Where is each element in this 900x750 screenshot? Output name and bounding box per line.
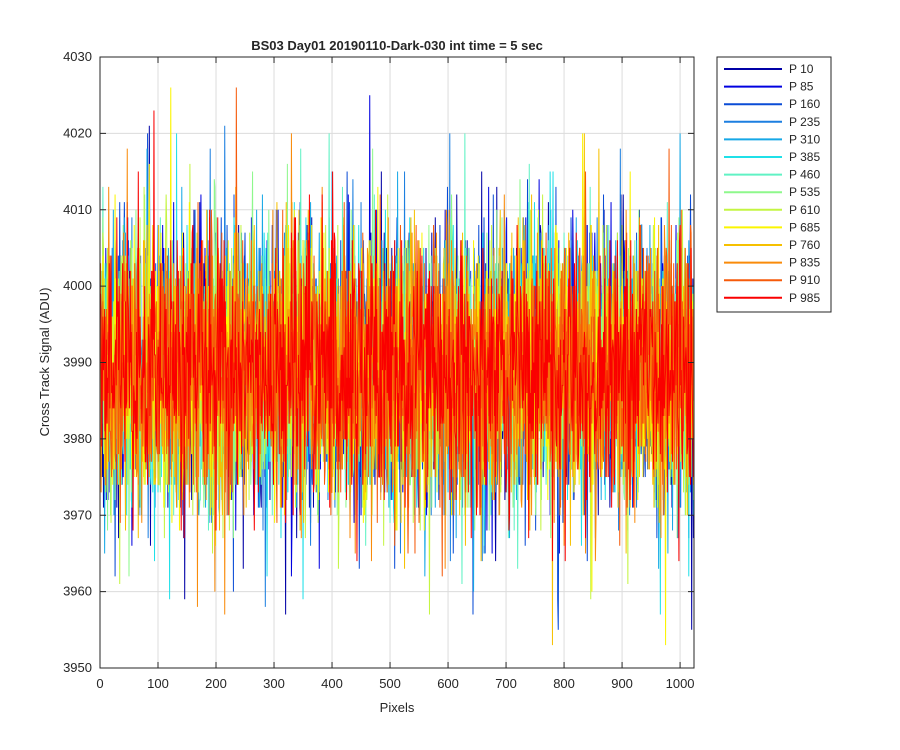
y-tick-label: 4010 bbox=[63, 202, 92, 217]
y-tick-label: 3990 bbox=[63, 355, 92, 370]
series-line-p985 bbox=[99, 110, 694, 562]
axis-ticks: 0 100 200 300 400 500 600 700 800 900 1000 3950 3960… bbox=[63, 49, 694, 691]
legend: P 10 P 85 P 160 P 235 P 310 P 385 P 460 P 535 P … bbox=[716, 56, 832, 313]
x-tick-label: 500 bbox=[379, 676, 401, 691]
y-tick-label: 3950 bbox=[63, 660, 92, 675]
legend-label: P 835 bbox=[789, 256, 820, 270]
series-line-p910 bbox=[99, 87, 694, 577]
legend-label: P 85 bbox=[789, 80, 814, 94]
x-tick-label: 700 bbox=[495, 676, 517, 691]
legend-label: P 535 bbox=[789, 185, 820, 199]
x-tick-label: 900 bbox=[611, 676, 633, 691]
y-tick-label: 4000 bbox=[63, 278, 92, 293]
y-tick-label: 3980 bbox=[63, 431, 92, 446]
x-axis-label: Pixels bbox=[380, 700, 415, 715]
legend-label: P 985 bbox=[789, 291, 820, 305]
legend-label: P 385 bbox=[789, 150, 820, 164]
x-tick-label: 800 bbox=[553, 676, 575, 691]
legend-label: P 310 bbox=[789, 132, 820, 146]
y-tick-label: 4030 bbox=[63, 49, 92, 64]
x-tick-label: 400 bbox=[321, 676, 343, 691]
legend-label: P 610 bbox=[789, 203, 820, 217]
x-tick-label: 0 bbox=[96, 676, 103, 691]
x-tick-label: 200 bbox=[205, 676, 227, 691]
x-tick-label: 600 bbox=[437, 676, 459, 691]
chart-title: BS03 Day01 20190110-Dark-030 int time = … bbox=[251, 38, 543, 53]
legend-label: P 685 bbox=[789, 220, 820, 234]
y-tick-label: 3970 bbox=[63, 507, 92, 522]
y-tick-label: 3960 bbox=[63, 584, 92, 599]
legend-label: P 760 bbox=[789, 238, 820, 252]
legend-label: P 160 bbox=[789, 97, 820, 111]
x-tick-label: 100 bbox=[147, 676, 169, 691]
x-tick-label: 300 bbox=[263, 676, 285, 691]
legend-box bbox=[716, 56, 832, 313]
legend-label: P 235 bbox=[789, 115, 820, 129]
legend-label: P 910 bbox=[789, 273, 820, 287]
legend-label: P 460 bbox=[789, 168, 820, 182]
y-axis-label: Cross Track Signal (ADU) bbox=[37, 288, 52, 437]
series-layer bbox=[99, 87, 694, 646]
legend-label: P 10 bbox=[789, 62, 814, 76]
x-tick-label: 1000 bbox=[666, 676, 695, 691]
y-tick-label: 4020 bbox=[63, 125, 92, 140]
